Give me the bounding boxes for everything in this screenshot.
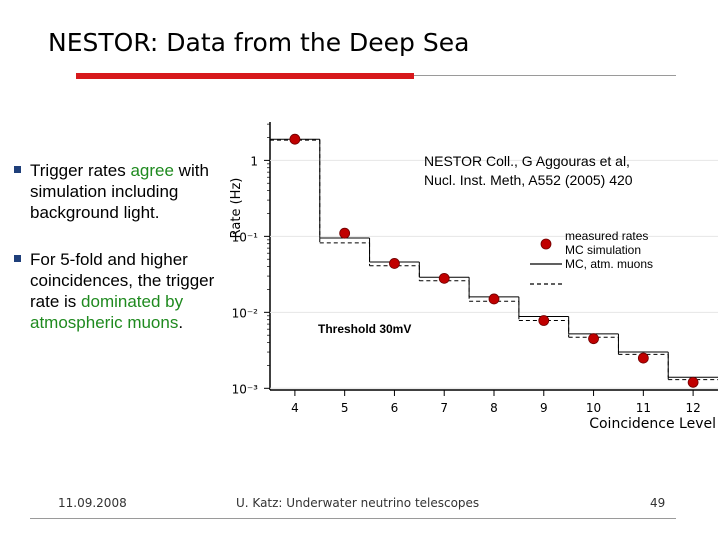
y-tick-label: 1: [250, 154, 258, 168]
measured-rate-point: [588, 333, 599, 345]
legend-red-point-icon: [540, 238, 552, 250]
x-axis-label: Coincidence Level: [589, 416, 716, 432]
y-tick-label: 10⁻¹: [232, 230, 259, 244]
footer-date: 11.09.2008: [58, 496, 127, 510]
measured-rate-point: [637, 352, 649, 364]
legend-entry-mc-atm: MC, atm. muons: [565, 257, 654, 271]
x-tick-label: 5: [341, 401, 349, 415]
legend-entry-measured: measured rates: [565, 229, 649, 243]
x-tick-label: 6: [391, 401, 399, 415]
legend-entry-mc: MC simulation: [565, 243, 642, 257]
bullet-text-part: .: [178, 313, 184, 332]
measured-rate-point: [389, 258, 400, 269]
bullet-item: Trigger rates agree with simulation incl…: [14, 160, 219, 223]
x-tick-label: 9: [540, 401, 548, 415]
x-tick-label: 10: [586, 401, 601, 415]
plot-background: [226, 118, 720, 446]
y-tick-label: 10⁻²: [232, 306, 259, 320]
square-bullet-icon: [14, 166, 21, 173]
chart-legend: measured rates MC simulation MC, atm. mu…: [565, 229, 653, 271]
y-axis-label: Rate (Hz): [229, 178, 244, 239]
slide-title: NESTOR: Data from the Deep Sea: [48, 28, 470, 57]
citation-line: NESTOR Coll., G Aggouras et al,: [424, 153, 630, 169]
x-tick-label: 8: [490, 401, 498, 415]
bullet-text: Trigger rates agree with simulation incl…: [30, 161, 209, 222]
bullet-list: Trigger rates agree with simulation incl…: [14, 160, 219, 359]
title-underline-grey: [414, 75, 676, 76]
legend-symbols: [530, 238, 562, 285]
footer-divider: [30, 518, 676, 519]
x-tick-label: 7: [440, 401, 448, 415]
rate-vs-coincidence-chart: 4 5 6 7 8 9 10 11 12 1 10⁻¹ 10⁻² 10⁻³ Rate (Hz) Coin…: [226, 118, 720, 446]
measured-rate-point: [289, 133, 301, 145]
threshold-annotation: Threshold 30mV: [318, 322, 412, 336]
page-number: 49: [650, 496, 666, 510]
measured-rate-point: [339, 227, 351, 239]
bullet-text-part: Trigger rates: [30, 161, 131, 180]
bullet-text-part: with simulation including background lig…: [30, 161, 209, 222]
measured-rate-point: [488, 293, 500, 305]
measured-rate-point: [438, 272, 450, 284]
measured-rate-point: [538, 315, 550, 326]
bullet-text-highlight: dominated by atmospheric muons: [30, 292, 184, 332]
citation: NESTOR Coll., G Aggouras et al, Nucl. In…: [424, 152, 633, 190]
square-bullet-icon: [14, 255, 21, 262]
bullet-text: For 5-fold and higher coincidences, the …: [30, 250, 214, 332]
citation-line: Nucl. Inst. Meth, A552 (2005) 420: [424, 172, 633, 188]
measured-rate-point: [687, 376, 699, 388]
title-underline-red: [76, 73, 414, 79]
bullet-item: For 5-fold and higher coincidences, the …: [14, 249, 219, 333]
bullet-text-highlight: agree: [130, 161, 174, 180]
bullet-text-part: For 5-fold and higher coincidences, the …: [30, 250, 215, 311]
x-tick-label: 12: [685, 401, 700, 415]
x-tick-label: 11: [636, 401, 651, 415]
y-tick-label: 10⁻³: [232, 382, 259, 396]
x-tick-label: 4: [291, 401, 299, 415]
footer-title: U. Katz: Underwater neutrino telescopes: [236, 496, 480, 510]
